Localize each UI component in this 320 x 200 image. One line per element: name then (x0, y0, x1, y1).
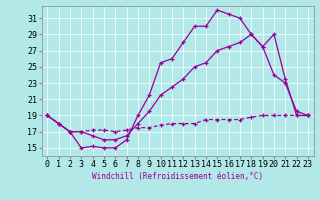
X-axis label: Windchill (Refroidissement éolien,°C): Windchill (Refroidissement éolien,°C) (92, 172, 263, 181)
